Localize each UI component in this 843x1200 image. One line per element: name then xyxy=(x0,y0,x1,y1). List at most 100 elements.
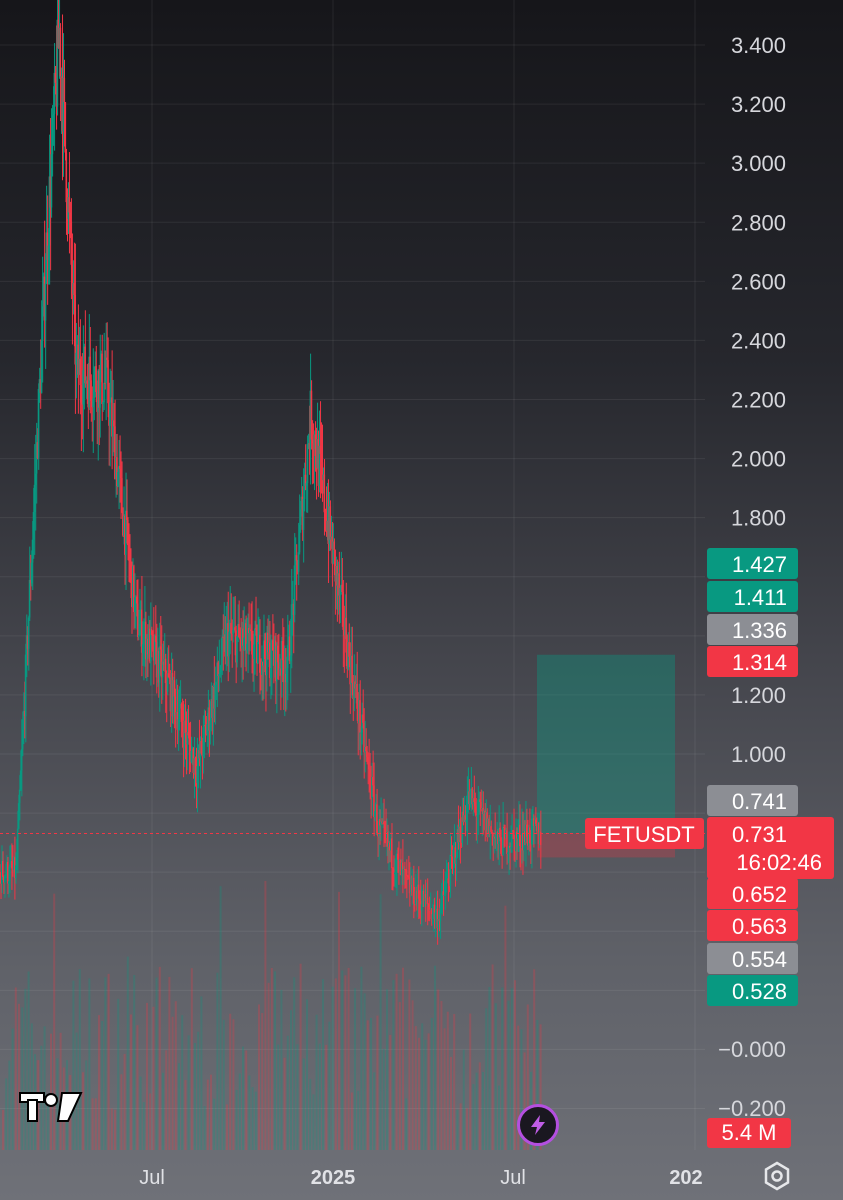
volume-bar xyxy=(171,1016,174,1150)
candle-body xyxy=(82,370,84,405)
candle-body xyxy=(76,344,79,353)
candle-body xyxy=(16,828,19,859)
volume-bar xyxy=(187,1035,190,1150)
volume-bar xyxy=(408,979,411,1150)
volume-bar xyxy=(248,1075,251,1150)
candle-body xyxy=(459,826,462,843)
volume-bar xyxy=(194,1042,196,1150)
candle-body xyxy=(474,802,476,807)
candle-body xyxy=(445,878,448,886)
volume-bar xyxy=(238,1073,241,1150)
volume-bar xyxy=(488,987,491,1150)
candle-body xyxy=(330,536,333,540)
candle-body xyxy=(15,858,18,866)
candle-body xyxy=(443,894,446,896)
candle-body xyxy=(395,853,398,872)
candle-body xyxy=(348,642,350,657)
candle-body xyxy=(172,680,175,717)
candle-body xyxy=(23,710,26,717)
time-tick-label: Jul xyxy=(500,1167,526,1189)
candle-body xyxy=(74,295,77,365)
candle-body xyxy=(536,822,539,832)
candle-body xyxy=(335,565,338,582)
volume-bar xyxy=(526,1004,529,1150)
candle-body xyxy=(107,360,109,404)
candle-body xyxy=(71,264,74,295)
candle-body xyxy=(58,27,61,48)
volume-bar xyxy=(539,1024,542,1150)
candle-body xyxy=(89,356,91,381)
candle-body xyxy=(218,673,220,676)
candle-body xyxy=(188,735,191,745)
candle-body xyxy=(272,650,275,666)
volume-bar xyxy=(178,1063,180,1150)
candle-body xyxy=(291,603,294,605)
price-badge xyxy=(707,646,798,677)
candle-body xyxy=(167,673,170,678)
volume-bar xyxy=(405,1098,408,1150)
candle-body xyxy=(9,861,12,865)
volume-bar xyxy=(226,1104,228,1150)
volume-bar xyxy=(501,987,504,1150)
volume-bar xyxy=(296,1044,299,1150)
candle-body xyxy=(486,812,488,837)
volume-bar xyxy=(75,1032,78,1150)
volume-bar xyxy=(91,1098,94,1150)
candle-body xyxy=(210,699,212,721)
candle-body xyxy=(134,596,137,598)
candle-body xyxy=(207,707,209,725)
volume-bar xyxy=(181,1015,184,1150)
candle-body xyxy=(265,632,268,676)
candle-body xyxy=(201,753,204,757)
candle-body xyxy=(342,592,344,630)
volume-bar xyxy=(354,988,356,1150)
price-badge-label: 0.563 xyxy=(732,914,787,939)
price-badge-label: 0.652 xyxy=(732,882,787,907)
candle-body xyxy=(42,276,45,307)
settings-hexagon-icon[interactable] xyxy=(761,1160,793,1192)
candle-body xyxy=(14,865,17,878)
candle-body xyxy=(196,766,199,784)
candle-body xyxy=(287,636,290,646)
volume-bar xyxy=(299,963,302,1150)
candle-body xyxy=(516,831,518,839)
volume-bar xyxy=(82,1072,84,1150)
volume-bar xyxy=(200,996,203,1150)
candle-body xyxy=(137,634,140,638)
candle-body xyxy=(220,665,222,673)
candle-body xyxy=(388,842,391,851)
candle-body xyxy=(100,353,102,370)
candle-body xyxy=(192,748,195,774)
candle-body xyxy=(52,113,55,116)
candle-body xyxy=(488,818,490,834)
volume-bar xyxy=(133,974,136,1150)
volume-bar xyxy=(158,966,161,1150)
volume-bar xyxy=(376,1015,379,1150)
candle-body xyxy=(47,245,50,260)
candle-body xyxy=(401,862,404,870)
price-badge xyxy=(707,943,798,974)
candle-body xyxy=(408,877,411,894)
lightning-bolt-icon[interactable] xyxy=(517,1104,559,1146)
price-badge-label: 0.554 xyxy=(732,947,787,972)
candle-body xyxy=(44,283,47,321)
candle-body xyxy=(230,622,232,634)
candle-body xyxy=(10,861,13,869)
candle-body xyxy=(364,746,366,753)
candle-body xyxy=(471,788,473,805)
candle-body xyxy=(162,661,165,665)
volume-bar xyxy=(494,1003,497,1150)
volume-bar xyxy=(430,1017,433,1150)
candle-body xyxy=(51,115,54,155)
candle-body xyxy=(21,729,24,750)
candle-body xyxy=(360,732,362,734)
candle-body xyxy=(215,681,217,685)
candle-body xyxy=(108,403,110,426)
candle-body xyxy=(65,152,68,203)
candle-body xyxy=(141,644,144,653)
candle-body xyxy=(88,356,90,408)
candle-body xyxy=(231,633,233,635)
candle-body xyxy=(413,903,416,905)
